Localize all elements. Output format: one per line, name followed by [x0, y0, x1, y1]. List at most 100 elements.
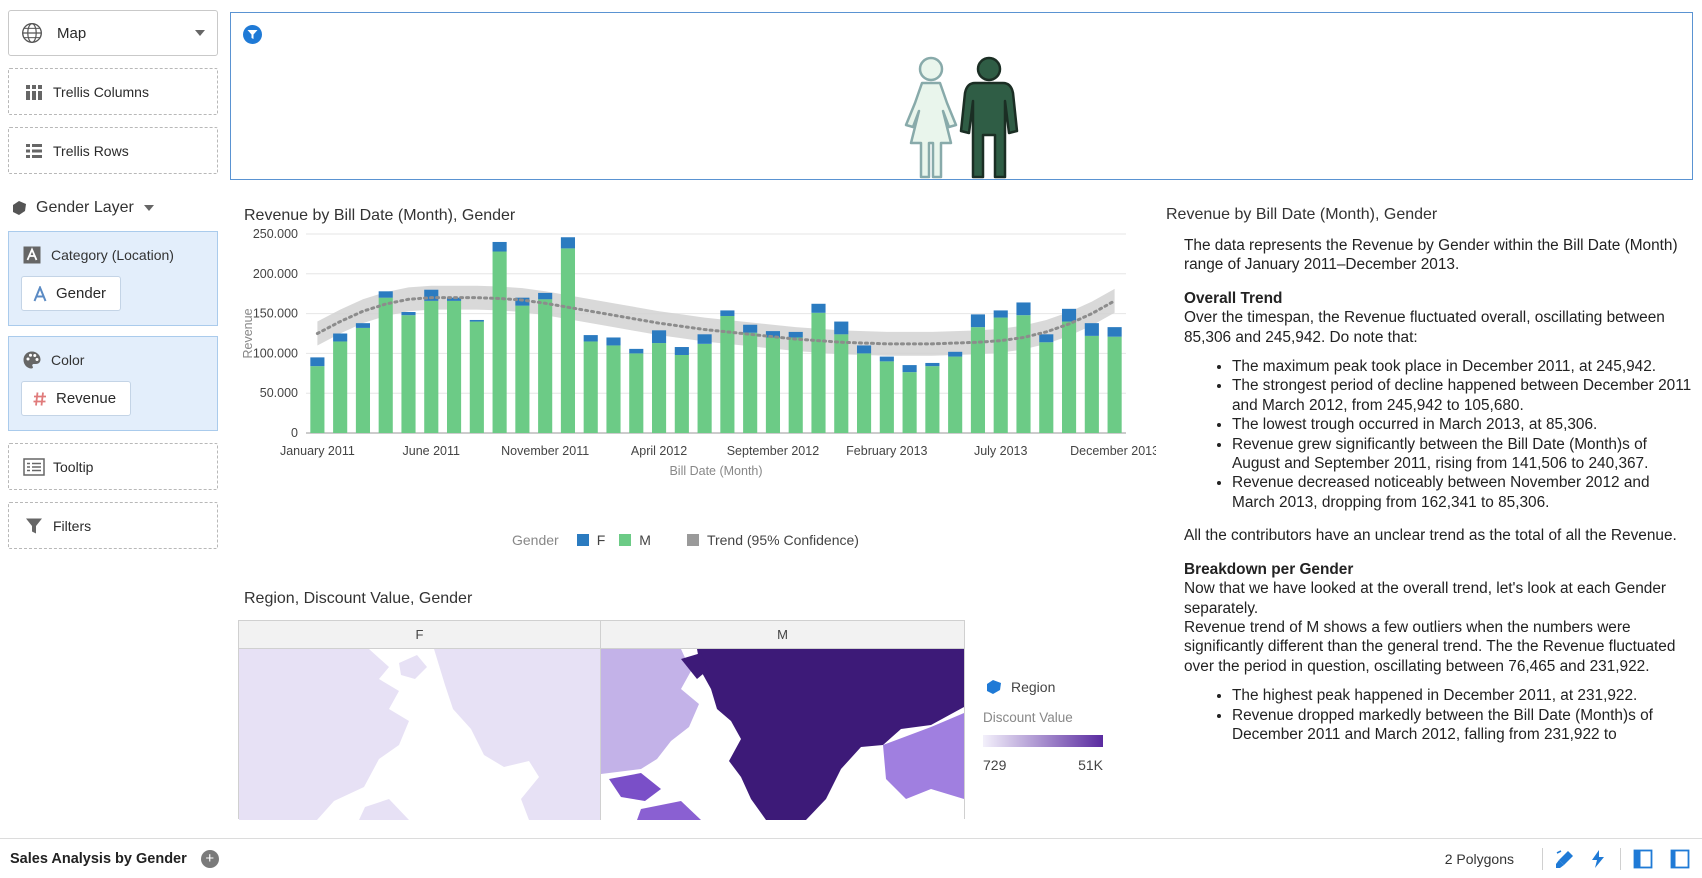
category-label: Category (Location): [51, 247, 174, 263]
bar-f: [948, 351, 963, 357]
bar-m: [1016, 315, 1031, 433]
bar-f: [925, 362, 940, 367]
bar-m: [446, 300, 462, 433]
legend-item-m[interactable]: M: [619, 532, 651, 548]
tooltip-dropzone[interactable]: Tooltip: [8, 443, 218, 490]
revenue-bar-chart: 0 50.000 100.000 150.000 200.000 250.000 Janua…: [241, 228, 1156, 478]
bar-m: [993, 317, 1008, 433]
bar-m: [538, 299, 553, 433]
color-dropzone[interactable]: Color Revenue: [8, 336, 218, 431]
list-item: Revenue dropped markedly between the Bil…: [1232, 706, 1694, 745]
bar-f: [811, 303, 826, 313]
bar-f: [424, 289, 439, 301]
bar-f: [310, 357, 325, 367]
breakdown-intro: Now that we have looked at the overall t…: [1184, 580, 1667, 617]
filter-toggle-icon[interactable]: [243, 25, 262, 44]
region-shape-icon: [983, 676, 1005, 698]
divider: [1620, 847, 1621, 870]
spacer: [1581, 848, 1582, 870]
bar-m: [333, 341, 348, 433]
bar-m: [697, 343, 712, 433]
list-item: The highest peak happened in December 20…: [1232, 686, 1694, 705]
chevron-down-icon: [195, 30, 205, 36]
bar-m: [856, 353, 872, 433]
legend-discount-title: Discount Value: [983, 710, 1073, 725]
filters-dropzone[interactable]: Filters: [8, 502, 218, 549]
x-tick-label: November 2011: [501, 444, 589, 458]
y-axis-title: Revenue: [241, 308, 255, 358]
x-tick-label: April 2012: [631, 444, 687, 458]
trellis-header-f: F: [239, 621, 600, 649]
bar-f: [446, 297, 462, 301]
bar-f: [401, 312, 416, 316]
bar-m: [469, 321, 484, 433]
bar-f: [834, 321, 849, 335]
male-figure[interactable]: [959, 56, 1019, 179]
list-item: The lowest trough occurred in March 2013…: [1232, 415, 1694, 434]
auto-apply-icon[interactable]: [1586, 847, 1610, 871]
bar-m: [925, 366, 940, 433]
spacer: [1661, 848, 1662, 870]
gender-pill[interactable]: Gender: [21, 276, 122, 311]
bar-f: [1061, 308, 1077, 322]
y-tick-label: 250.000: [253, 228, 298, 241]
bar-m: [492, 251, 507, 433]
list-item: The strongest period of decline happened…: [1232, 376, 1694, 415]
bar-m: [1061, 321, 1077, 433]
bar-f: [902, 365, 917, 373]
bar-m: [1039, 342, 1054, 433]
add-canvas-button[interactable]: +: [200, 849, 219, 868]
canvas-tab[interactable]: Sales Analysis by Gender: [10, 850, 187, 867]
legend-min-label: 729: [983, 757, 1007, 773]
legend-label-trend: Trend (95% Confidence): [706, 532, 859, 548]
discount-gradient: [983, 735, 1103, 747]
bar-f: [606, 337, 621, 346]
trellis-rows-dropzone[interactable]: Trellis Rows: [8, 127, 218, 174]
bar-chart-legend: Gender F M Trend (95% Confidence): [512, 532, 873, 548]
bar-m: [879, 361, 894, 433]
left-panel-toggle-icon[interactable]: [1631, 847, 1655, 871]
bar-m: [674, 354, 689, 433]
right-panel-toggle-icon[interactable]: [1668, 847, 1692, 871]
y-tick-label: 150.000: [253, 307, 298, 321]
trellis-columns-dropzone[interactable]: Trellis Columns: [8, 68, 218, 115]
category-icon: [21, 244, 43, 266]
trellis-column-m: M: [601, 621, 964, 820]
legend-item-f[interactable]: F: [576, 532, 606, 548]
visualization-type-select[interactable]: Map: [8, 10, 218, 56]
map-m[interactable]: [601, 649, 964, 820]
bar-m: [401, 315, 416, 433]
list-item: The maximum peak took place in December …: [1232, 357, 1694, 376]
breakdown-heading: Breakdown per Gender: [1184, 560, 1354, 578]
bar-m: [743, 332, 758, 433]
number-attribute-icon: [32, 388, 48, 410]
chevron-down-icon: [143, 205, 154, 211]
legend-region-label: Region: [1011, 679, 1056, 695]
bar-f: [378, 291, 393, 298]
legend-title: Gender: [512, 532, 559, 548]
overall-heading: Overall Trend: [1184, 289, 1283, 307]
category-dropzone[interactable]: Category (Location) Gender: [8, 231, 218, 326]
female-figure[interactable]: [904, 56, 958, 179]
bar-m: [629, 353, 644, 433]
layer-selector[interactable]: Gender Layer: [8, 195, 218, 221]
map-trellis: F M: [238, 620, 965, 820]
bar-f: [629, 348, 644, 354]
palette-icon: [21, 349, 43, 371]
brush-icon[interactable]: [1553, 847, 1577, 871]
map-f[interactable]: [239, 649, 600, 820]
legend-item-trend[interactable]: Trend (95% Confidence): [686, 532, 859, 548]
trend-line: [315, 296, 1117, 346]
bar-m: [788, 337, 803, 433]
trellis-columns-label: Trellis Columns: [53, 83, 149, 100]
legend-label-f: F: [596, 532, 606, 548]
y-tick-label: 200.000: [253, 267, 298, 281]
revenue-pill[interactable]: Revenue: [21, 381, 132, 416]
bar-m: [811, 312, 826, 433]
bar-m: [720, 315, 735, 433]
bar-m: [378, 297, 393, 433]
rows-icon: [23, 140, 45, 162]
bar-f: [743, 324, 758, 333]
bar-f: [1084, 323, 1099, 336]
trellis-rows-label: Trellis Rows: [53, 142, 129, 159]
